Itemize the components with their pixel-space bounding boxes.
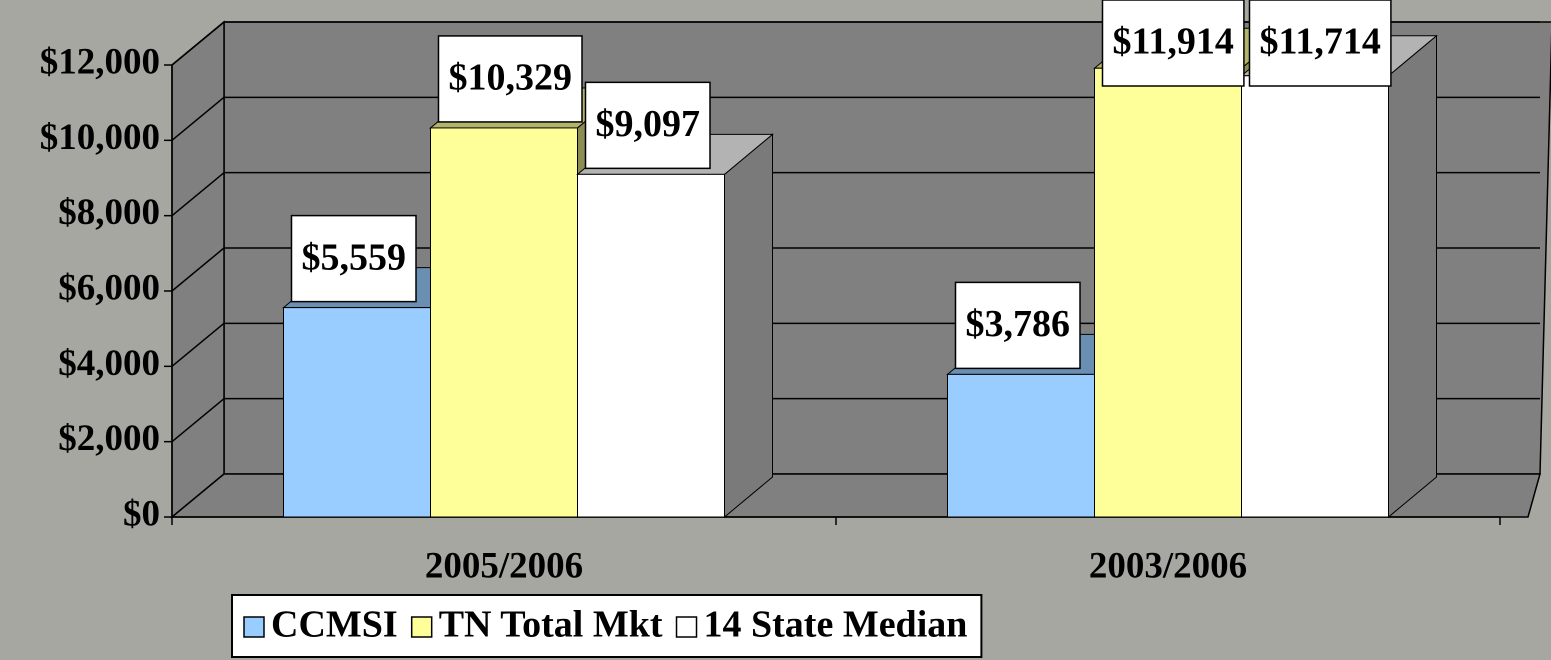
x-tick-label: 2003/2006 [1089,545,1247,586]
legend: CCMSI TN Total Mkt 14 State Median [231,594,983,658]
data-label-box [584,81,711,170]
x-tick-label: 2005/2006 [425,545,583,586]
data-label: $9,097 [584,81,711,170]
legend-label: TN Total Mkt [439,604,663,646]
grid-line [171,21,225,66]
data-label-box [1101,0,1245,87]
y-tick-label: $0 [123,493,160,534]
data-label: $11,714 [1248,0,1392,87]
legend-label: CCMSI [271,604,398,646]
y-tick-label: $12,000 [40,41,160,82]
bar-side [724,133,773,519]
bar-front [283,307,431,518]
bar-front [577,173,725,518]
bar-front [430,127,578,518]
legend-swatch [675,616,698,638]
grid-line [171,247,225,292]
y-tick-label: $6,000 [58,267,160,308]
y-tick-label: $2,000 [58,418,160,459]
grid-line [171,96,225,141]
data-label-box [437,35,583,123]
grid-line [171,172,225,217]
grid-line [171,322,225,367]
grid-line [171,398,225,443]
legend-label: 14 State Median [704,604,968,646]
data-label-text: $11,714 [1260,21,1381,63]
legend-swatch [410,616,433,638]
data-label-box [954,281,1081,370]
data-label-box [290,214,417,303]
data-label: $11,914 [1101,0,1245,87]
data-label: $5,559 [290,214,417,303]
bar-front [1094,67,1242,518]
y-tick-label: $8,000 [58,192,160,233]
data-label: $3,786 [954,281,1081,370]
data-label-text: $10,329 [449,57,573,99]
bar-front [1241,75,1389,518]
bar-side [1388,34,1437,519]
data-label-text: $11,914 [1113,21,1234,63]
bar-front [947,373,1095,518]
data-label: $10,329 [437,35,583,123]
data-label-text: $3,786 [966,303,1071,345]
data-label-text: $5,559 [302,236,407,278]
y-tick-label: $10,000 [40,117,160,158]
data-label-text: $9,097 [596,103,701,145]
bar [1240,34,1438,519]
y-tick-label: $4,000 [58,343,160,384]
bar [576,133,774,519]
data-label-box [1248,0,1392,87]
legend-box [231,594,983,658]
legend-swatch [243,616,265,638]
